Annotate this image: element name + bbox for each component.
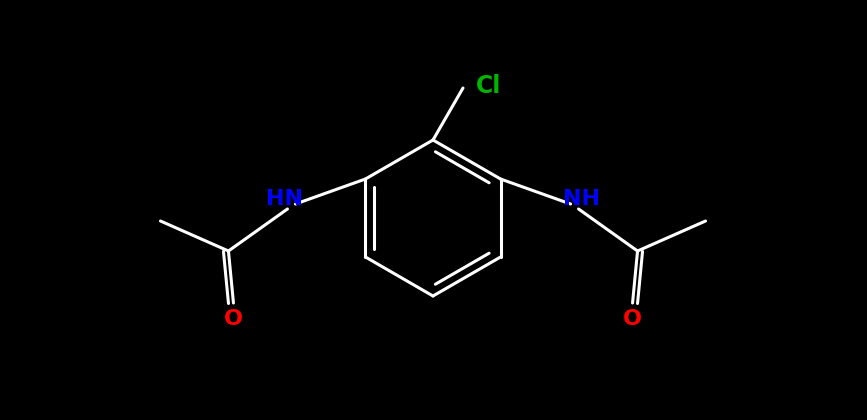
Text: NH: NH (563, 189, 600, 209)
Text: O: O (224, 309, 243, 329)
Text: O: O (623, 309, 642, 329)
Text: Cl: Cl (476, 74, 502, 98)
Text: HN: HN (266, 189, 303, 209)
